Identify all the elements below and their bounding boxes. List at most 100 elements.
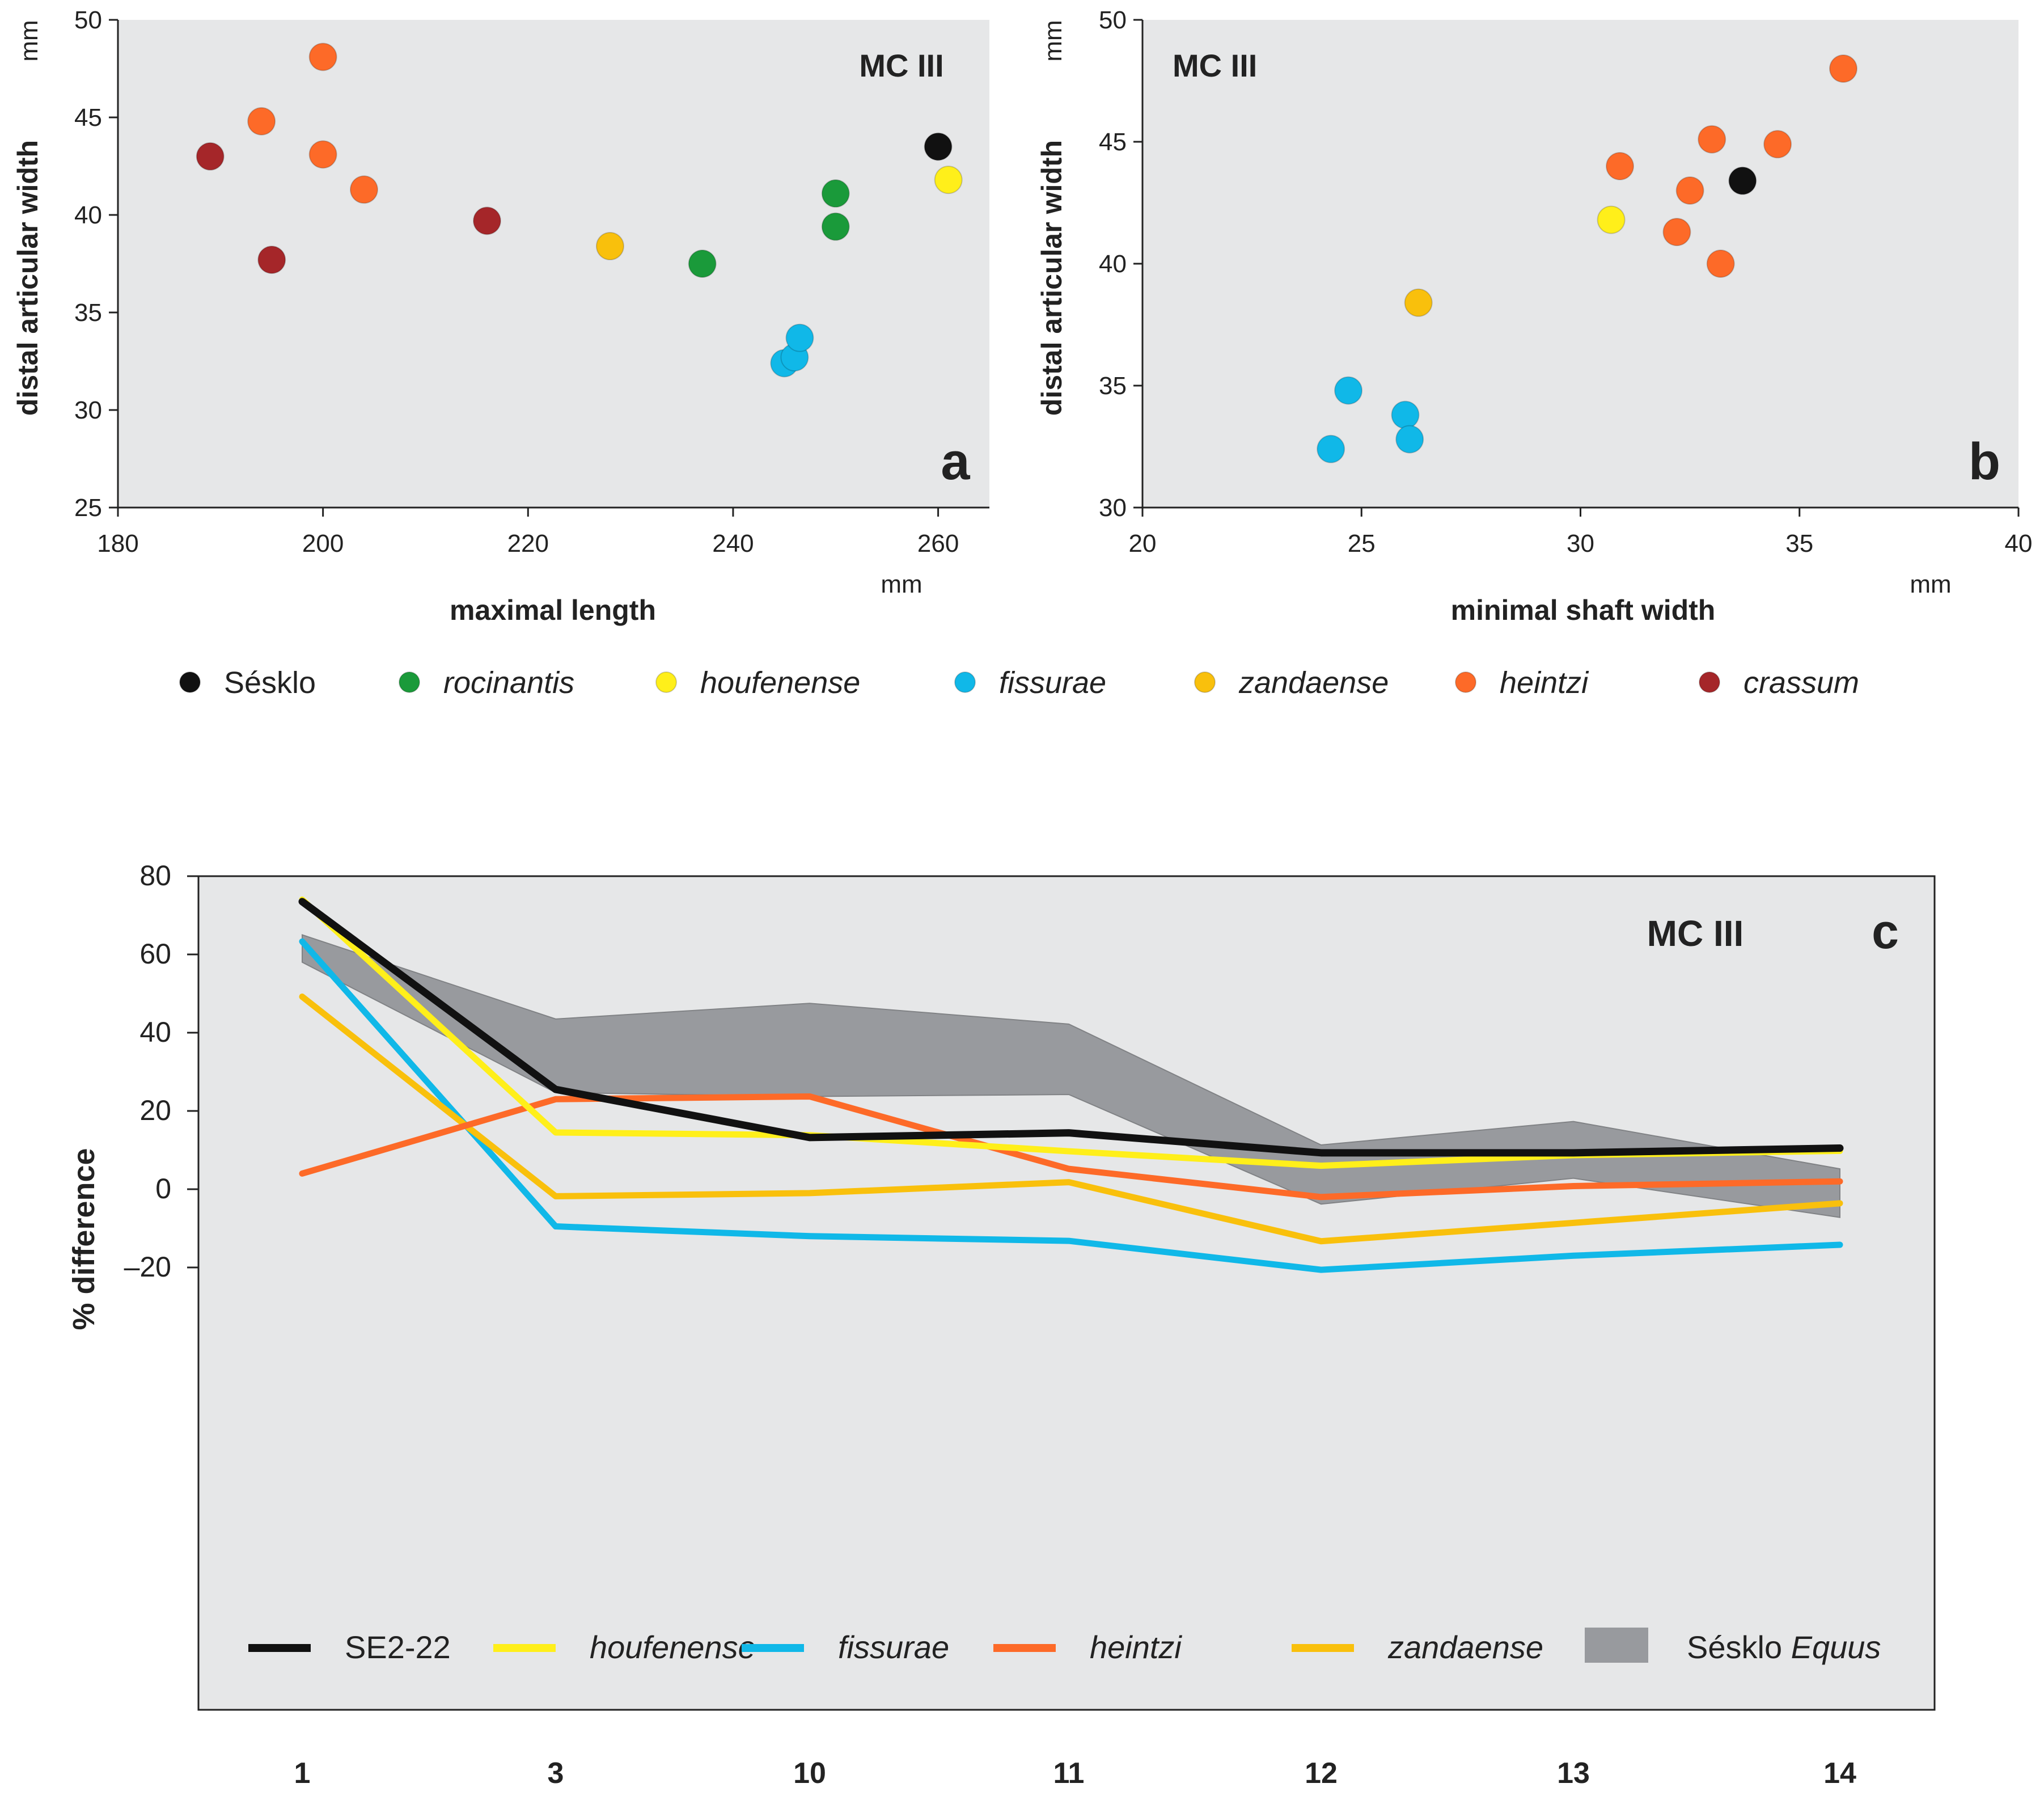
y-tick-label: 0 bbox=[155, 1173, 171, 1205]
y-tick-label: 30 bbox=[74, 396, 102, 424]
legend-marker-fissurae bbox=[954, 671, 976, 693]
data-point-rocinantis bbox=[821, 212, 850, 241]
y-tick-label: –20 bbox=[124, 1251, 171, 1283]
x-tick-label: 200 bbox=[302, 530, 344, 557]
x-tick-label: 260 bbox=[917, 530, 959, 557]
data-point-fissurae bbox=[1395, 425, 1424, 454]
y-tick-label: 80 bbox=[139, 860, 171, 891]
data-point-heintzi bbox=[1662, 218, 1691, 247]
x-category-label: 11 bbox=[1053, 1757, 1085, 1790]
y-tick-label: 50 bbox=[1099, 6, 1127, 34]
legend-scatter: Sésklo rocinantis houfenense fissurae zandae… bbox=[179, 666, 1859, 700]
y-tick-label: 45 bbox=[1099, 128, 1127, 156]
panel-letter: b bbox=[1969, 433, 2000, 491]
x-category-label: 3 bbox=[548, 1757, 564, 1790]
plot-area bbox=[118, 20, 989, 508]
y-tick-label: 45 bbox=[74, 104, 102, 132]
x-category-label: 1 bbox=[294, 1757, 311, 1790]
legend-label-rocinantis: rocinantis bbox=[443, 666, 574, 700]
legend-marker-rocinantis bbox=[399, 671, 420, 693]
y-tick-label: 30 bbox=[1099, 494, 1127, 522]
data-point-houfenense bbox=[934, 166, 963, 195]
data-point-rocinantis bbox=[821, 179, 850, 208]
x-axis-label: minimal shaft width bbox=[1451, 594, 1716, 626]
data-point-crassum bbox=[472, 206, 501, 235]
legend-label-sesklo: Sésklo bbox=[224, 666, 316, 700]
legend-swatch-band bbox=[1585, 1628, 1648, 1663]
legend-marker-zandaense bbox=[1194, 671, 1216, 693]
x-tick-label: 30 bbox=[1567, 530, 1594, 557]
x-tick-label: 20 bbox=[1129, 530, 1157, 557]
legend-label-houfenense: houfenense bbox=[700, 666, 860, 700]
y-unit-label: mm bbox=[1039, 20, 1067, 61]
panel-a-scatter: 25 30 35 40 45 50 180 200 220 240 260 maximal lengt… bbox=[12, 6, 989, 626]
x-tick-label: 25 bbox=[1348, 530, 1376, 557]
data-point-heintzi bbox=[1763, 130, 1792, 159]
legend-label-zandaense: zandaense bbox=[1238, 666, 1389, 700]
x-axis-label: maximal length bbox=[450, 594, 656, 626]
legend-label-heintzi: heintzi bbox=[1090, 1629, 1182, 1665]
y-axis-label: distal articular width bbox=[1036, 140, 1068, 416]
data-point-houfenense bbox=[1597, 205, 1626, 234]
legend-marker-houfenense bbox=[655, 671, 677, 693]
data-point-crassum bbox=[196, 142, 225, 171]
data-point-heintzi bbox=[1706, 250, 1735, 278]
y-unit-label: mm bbox=[15, 20, 43, 61]
legend-label-band: Sésklo Equus bbox=[1687, 1629, 1881, 1665]
x-tick-label: 35 bbox=[1785, 530, 1813, 557]
data-point-fissurae bbox=[1317, 434, 1345, 463]
data-point-heintzi bbox=[1675, 176, 1704, 205]
plot-area bbox=[1142, 20, 2018, 508]
panel-letter: a bbox=[941, 433, 970, 491]
series-line-heintzi bbox=[299, 1093, 1843, 1201]
panel-title: MC III bbox=[1173, 48, 1257, 83]
y-axis-label: distal articular width bbox=[12, 140, 44, 416]
y-tick-label: 20 bbox=[139, 1094, 171, 1126]
data-point-fissurae bbox=[785, 323, 814, 352]
y-tick-label: 40 bbox=[1099, 250, 1127, 278]
panel-letter: c bbox=[1872, 905, 1899, 959]
x-category-label: 14 bbox=[1823, 1757, 1856, 1790]
legend-label-fissurae: fissurae bbox=[838, 1629, 949, 1665]
data-point-heintzi bbox=[247, 107, 276, 136]
legend-label-heintzi: heintzi bbox=[1500, 666, 1589, 700]
data-point-heintzi bbox=[1606, 152, 1635, 180]
data-point-crassum bbox=[257, 246, 286, 274]
x-tick-label: 220 bbox=[507, 530, 549, 557]
panel-title: MC III bbox=[1647, 913, 1744, 954]
series-line-sesklo bbox=[298, 898, 1844, 1157]
x-category-label: 10 bbox=[793, 1757, 826, 1790]
data-point-zandaense bbox=[1404, 288, 1433, 317]
series-line-zandaense bbox=[299, 994, 1843, 1245]
panel-b-scatter: 30 35 40 45 50 20 25 30 35 40 minimal shaft width m… bbox=[1036, 6, 2032, 626]
y-tick-label: 35 bbox=[1099, 372, 1127, 400]
data-point-heintzi bbox=[1698, 125, 1726, 154]
x-category-label: 12 bbox=[1305, 1757, 1338, 1790]
legend-marker-heintzi bbox=[1455, 671, 1476, 693]
legend-label-band-italic: Equus bbox=[1791, 1629, 1881, 1665]
x-tick-label: 40 bbox=[2005, 530, 2033, 557]
x-unit-label: mm bbox=[881, 571, 922, 598]
legend-label-houfenense: houfenense bbox=[590, 1629, 756, 1665]
data-point-heintzi bbox=[1829, 54, 1857, 83]
legend-marker-crassum bbox=[1699, 671, 1720, 693]
panel-title: MC III bbox=[859, 48, 943, 83]
x-category-label: 13 bbox=[1557, 1757, 1590, 1790]
range-band-sesklo-equus bbox=[302, 934, 1840, 1218]
y-tick-label: 40 bbox=[139, 1016, 171, 1048]
data-point-heintzi bbox=[308, 43, 337, 71]
x-tick-label: 240 bbox=[712, 530, 754, 557]
data-point-fissurae bbox=[1391, 400, 1420, 429]
y-tick-label: 35 bbox=[74, 299, 102, 327]
legend-label-crassum: crassum bbox=[1743, 666, 1859, 700]
legend-label-fissurae: fissurae bbox=[999, 666, 1106, 700]
legend-label-band-plain: Sésklo bbox=[1687, 1629, 1791, 1665]
x-unit-label: mm bbox=[1910, 571, 1951, 598]
data-point-fissurae bbox=[1334, 376, 1363, 405]
y-tick-label: 40 bbox=[74, 201, 102, 229]
y-axis-label: % difference bbox=[67, 1148, 101, 1330]
y-tick-label: 25 bbox=[74, 494, 102, 522]
y-tick-label: 60 bbox=[139, 938, 171, 970]
